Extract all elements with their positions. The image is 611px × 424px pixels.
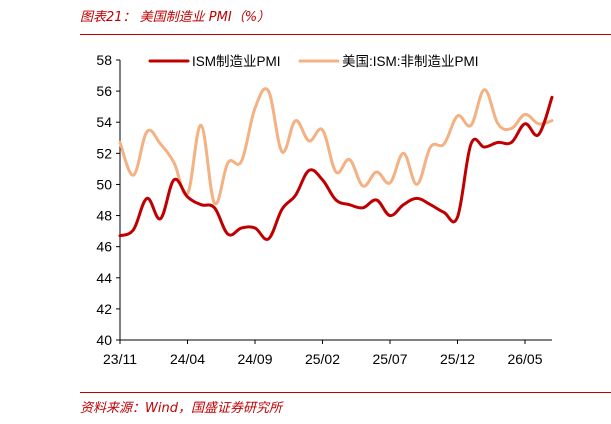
- x-tick-label: 25/02: [305, 351, 340, 367]
- y-tick-label: 40: [96, 332, 112, 348]
- figure-title: 图表21： 美国制造业 PMI（%）: [80, 10, 271, 25]
- y-tick-label: 44: [96, 270, 112, 286]
- chart-legend: ISM制造业PMI 美国:ISM:非制造业PMI: [148, 54, 479, 69]
- x-tick-label: 26/05: [507, 351, 542, 367]
- ism-nonmfg-pmi-line: [118, 87, 554, 206]
- x-tick-label: 24/04: [170, 351, 205, 367]
- y-tick-label: 50: [96, 176, 112, 192]
- source-divider: [80, 392, 611, 393]
- y-tick-label: 42: [96, 301, 112, 317]
- legend-item-ism-nonmfg-label: 美国:ISM:非制造业PMI: [342, 54, 479, 69]
- y-tick-label: 48: [96, 208, 112, 224]
- ism-mfg-pmi-line: [118, 95, 554, 241]
- y-tick-label: 56: [96, 83, 112, 99]
- source-note: 资料来源：Wind，国盛证券研究所: [80, 401, 282, 416]
- y-tick-label: 58: [96, 52, 112, 68]
- x-tick-label: 25/12: [440, 351, 475, 367]
- chart-axes: 40 42 44 46 48 50 52 54 56 58 23/11 24/04 24/09 25/02…: [96, 52, 552, 367]
- x-tick-label: 25/07: [372, 351, 407, 367]
- y-tick-label: 52: [96, 145, 112, 161]
- x-tick-label: 24/09: [237, 351, 272, 367]
- x-tick-label: 23/11: [103, 351, 137, 367]
- y-tick-label: 46: [96, 239, 112, 255]
- y-tick-label: 54: [96, 114, 112, 130]
- chart-series: [118, 87, 554, 241]
- title-divider: [80, 34, 611, 35]
- legend-item-ism-mfg-label: ISM制造业PMI: [192, 54, 281, 69]
